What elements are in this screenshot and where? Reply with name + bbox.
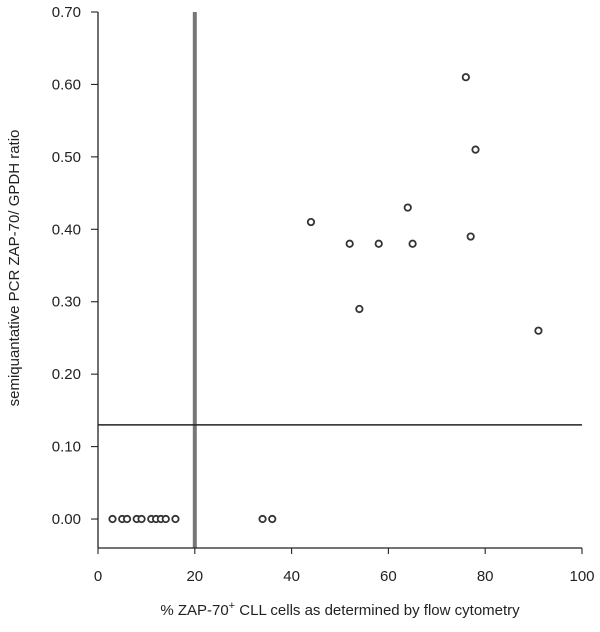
data-point	[258, 514, 267, 524]
data-point	[345, 239, 354, 248]
y-tick-label: 0.40	[52, 221, 81, 238]
data-point	[471, 145, 480, 154]
data-points	[108, 73, 543, 524]
x-tick-label: 20	[186, 568, 203, 585]
data-point	[161, 514, 170, 524]
x-tick-label: 80	[477, 568, 494, 585]
data-point	[461, 73, 470, 82]
data-point	[355, 304, 364, 314]
data-point	[408, 239, 417, 248]
data-point	[171, 514, 180, 524]
data-point	[137, 514, 146, 524]
y-tick-label: 0.60	[52, 76, 81, 93]
x-tick-label: 60	[380, 568, 397, 585]
x-tick-label: 100	[569, 568, 594, 585]
data-point	[306, 217, 316, 227]
reference-lines	[98, 12, 582, 548]
data-point	[466, 232, 475, 241]
y-axis-title: semiquantative PCR ZAP-70/ GPDH ratio	[6, 130, 23, 407]
y-axis-ticks: 0.00 0.10 0.20 0.30 0.40 0.50 0.60 0.70	[52, 4, 98, 528]
data-point	[403, 203, 412, 212]
y-tick-label: 0.50	[52, 149, 81, 166]
data-point	[534, 326, 543, 335]
data-point	[374, 239, 383, 248]
data-point	[268, 514, 277, 524]
x-axis-title: % ZAP-70+ CLL cells as determined by flo…	[160, 600, 520, 619]
x-tick-label: 40	[283, 568, 300, 585]
x-axis-title-prefix: % ZAP-70	[160, 602, 228, 619]
data-point	[122, 514, 132, 524]
y-tick-label: 0.70	[52, 4, 81, 21]
y-tick-label: 0.30	[52, 294, 81, 311]
y-tick-label: 0.00	[52, 511, 81, 528]
chart-axes	[97, 12, 582, 549]
x-axis-title-suffix: CLL cells as determined by flow cytometr…	[235, 602, 520, 619]
data-point	[108, 514, 117, 524]
y-tick-label: 0.20	[52, 366, 81, 383]
y-tick-label: 0.10	[52, 439, 81, 456]
x-tick-label: 0	[94, 568, 102, 585]
x-axis-ticks: 0 20 40 60 80 100	[94, 548, 595, 585]
x-axis-title-superscript: +	[229, 600, 235, 612]
